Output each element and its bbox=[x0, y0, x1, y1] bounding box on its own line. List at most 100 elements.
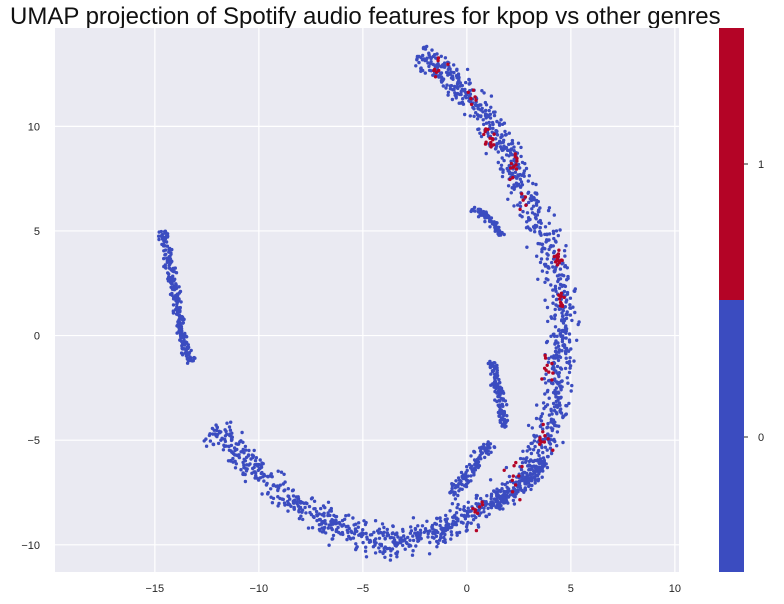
data-point-0 bbox=[395, 550, 400, 554]
data-point-0 bbox=[485, 494, 489, 498]
data-point-0 bbox=[378, 549, 382, 554]
data-point-0 bbox=[480, 451, 484, 455]
data-point-0 bbox=[229, 443, 234, 448]
data-point-0 bbox=[344, 524, 348, 529]
data-point-0 bbox=[306, 526, 311, 530]
data-point-1 bbox=[551, 448, 555, 452]
data-point-1 bbox=[432, 68, 436, 73]
data-point-0 bbox=[167, 276, 172, 280]
data-point-0 bbox=[546, 421, 550, 426]
data-point-0 bbox=[534, 203, 539, 207]
data-point-0 bbox=[180, 346, 184, 350]
data-point-0 bbox=[176, 309, 181, 314]
data-point-1 bbox=[538, 442, 542, 446]
data-point-0 bbox=[476, 461, 480, 465]
data-point-0 bbox=[271, 483, 275, 488]
data-point-0 bbox=[207, 433, 212, 438]
data-point-1 bbox=[491, 138, 495, 142]
data-point-0 bbox=[489, 94, 494, 98]
data-point-0 bbox=[252, 448, 256, 453]
data-point-0 bbox=[539, 221, 543, 225]
data-point-0 bbox=[417, 60, 421, 65]
data-point-0 bbox=[506, 197, 510, 201]
data-point-0 bbox=[396, 535, 400, 539]
colorbar-segment-0 bbox=[719, 300, 744, 572]
data-point-0 bbox=[472, 209, 476, 213]
data-point-0 bbox=[565, 298, 569, 302]
data-point-0 bbox=[331, 518, 336, 523]
data-point-0 bbox=[223, 428, 227, 432]
data-point-0 bbox=[373, 543, 377, 547]
data-point-0 bbox=[439, 527, 443, 531]
data-point-0 bbox=[283, 488, 287, 492]
data-point-0 bbox=[322, 514, 326, 518]
data-point-1 bbox=[482, 132, 486, 137]
data-point-0 bbox=[525, 211, 530, 215]
data-point-0 bbox=[291, 488, 295, 492]
data-point-0 bbox=[546, 265, 550, 269]
data-point-1 bbox=[562, 295, 566, 300]
data-point-0 bbox=[530, 211, 535, 215]
data-point-0 bbox=[395, 531, 399, 535]
data-point-0 bbox=[276, 488, 280, 493]
data-point-0 bbox=[227, 425, 232, 429]
data-point-0 bbox=[171, 297, 176, 301]
data-point-0 bbox=[414, 544, 418, 548]
data-point-0 bbox=[469, 521, 473, 525]
data-point-0 bbox=[445, 517, 449, 521]
data-point-0 bbox=[524, 226, 529, 230]
data-point-0 bbox=[462, 513, 467, 518]
data-point-0 bbox=[382, 530, 386, 534]
data-point-0 bbox=[229, 420, 233, 424]
data-point-0 bbox=[531, 181, 535, 186]
data-point-0 bbox=[434, 56, 438, 60]
data-point-0 bbox=[457, 78, 461, 82]
data-point-0 bbox=[527, 200, 531, 205]
data-point-0 bbox=[517, 481, 522, 485]
data-point-0 bbox=[456, 502, 460, 507]
data-point-0 bbox=[486, 361, 490, 366]
data-point-0 bbox=[321, 504, 326, 508]
data-point-0 bbox=[223, 437, 227, 442]
data-point-0 bbox=[544, 437, 548, 441]
data-point-0 bbox=[565, 292, 570, 296]
data-point-0 bbox=[549, 334, 553, 338]
data-point-0 bbox=[519, 479, 523, 483]
data-point-0 bbox=[553, 317, 557, 321]
data-point-0 bbox=[354, 542, 358, 546]
data-point-0 bbox=[457, 530, 462, 535]
data-point-0 bbox=[389, 553, 393, 558]
data-point-0 bbox=[439, 536, 443, 540]
data-point-0 bbox=[347, 513, 351, 517]
data-point-0 bbox=[546, 319, 550, 324]
data-point-0 bbox=[467, 509, 472, 514]
data-point-0 bbox=[460, 482, 464, 487]
data-point-0 bbox=[502, 144, 506, 148]
data-point-0 bbox=[247, 463, 251, 467]
data-point-0 bbox=[157, 237, 161, 242]
data-point-0 bbox=[519, 467, 524, 472]
data-point-0 bbox=[533, 215, 538, 220]
colorbar-label-0: 0 bbox=[758, 432, 764, 444]
data-point-0 bbox=[472, 449, 476, 454]
data-point-0 bbox=[489, 496, 493, 501]
data-point-0 bbox=[452, 63, 456, 67]
data-point-0 bbox=[243, 466, 247, 470]
data-point-0 bbox=[329, 526, 334, 530]
data-point-0 bbox=[536, 220, 541, 224]
data-point-0 bbox=[502, 413, 506, 418]
data-point-0 bbox=[169, 252, 173, 256]
data-point-0 bbox=[543, 280, 547, 284]
data-point-0 bbox=[383, 537, 387, 541]
data-point-0 bbox=[239, 468, 243, 472]
data-point-0 bbox=[568, 296, 573, 300]
data-point-0 bbox=[522, 174, 526, 178]
data-point-0 bbox=[187, 350, 192, 355]
data-point-0 bbox=[475, 493, 479, 498]
data-point-0 bbox=[462, 508, 467, 513]
data-point-0 bbox=[301, 517, 305, 522]
data-point-0 bbox=[560, 311, 564, 315]
data-point-0 bbox=[181, 321, 185, 325]
data-point-0 bbox=[563, 264, 567, 269]
data-point-0 bbox=[427, 51, 431, 55]
